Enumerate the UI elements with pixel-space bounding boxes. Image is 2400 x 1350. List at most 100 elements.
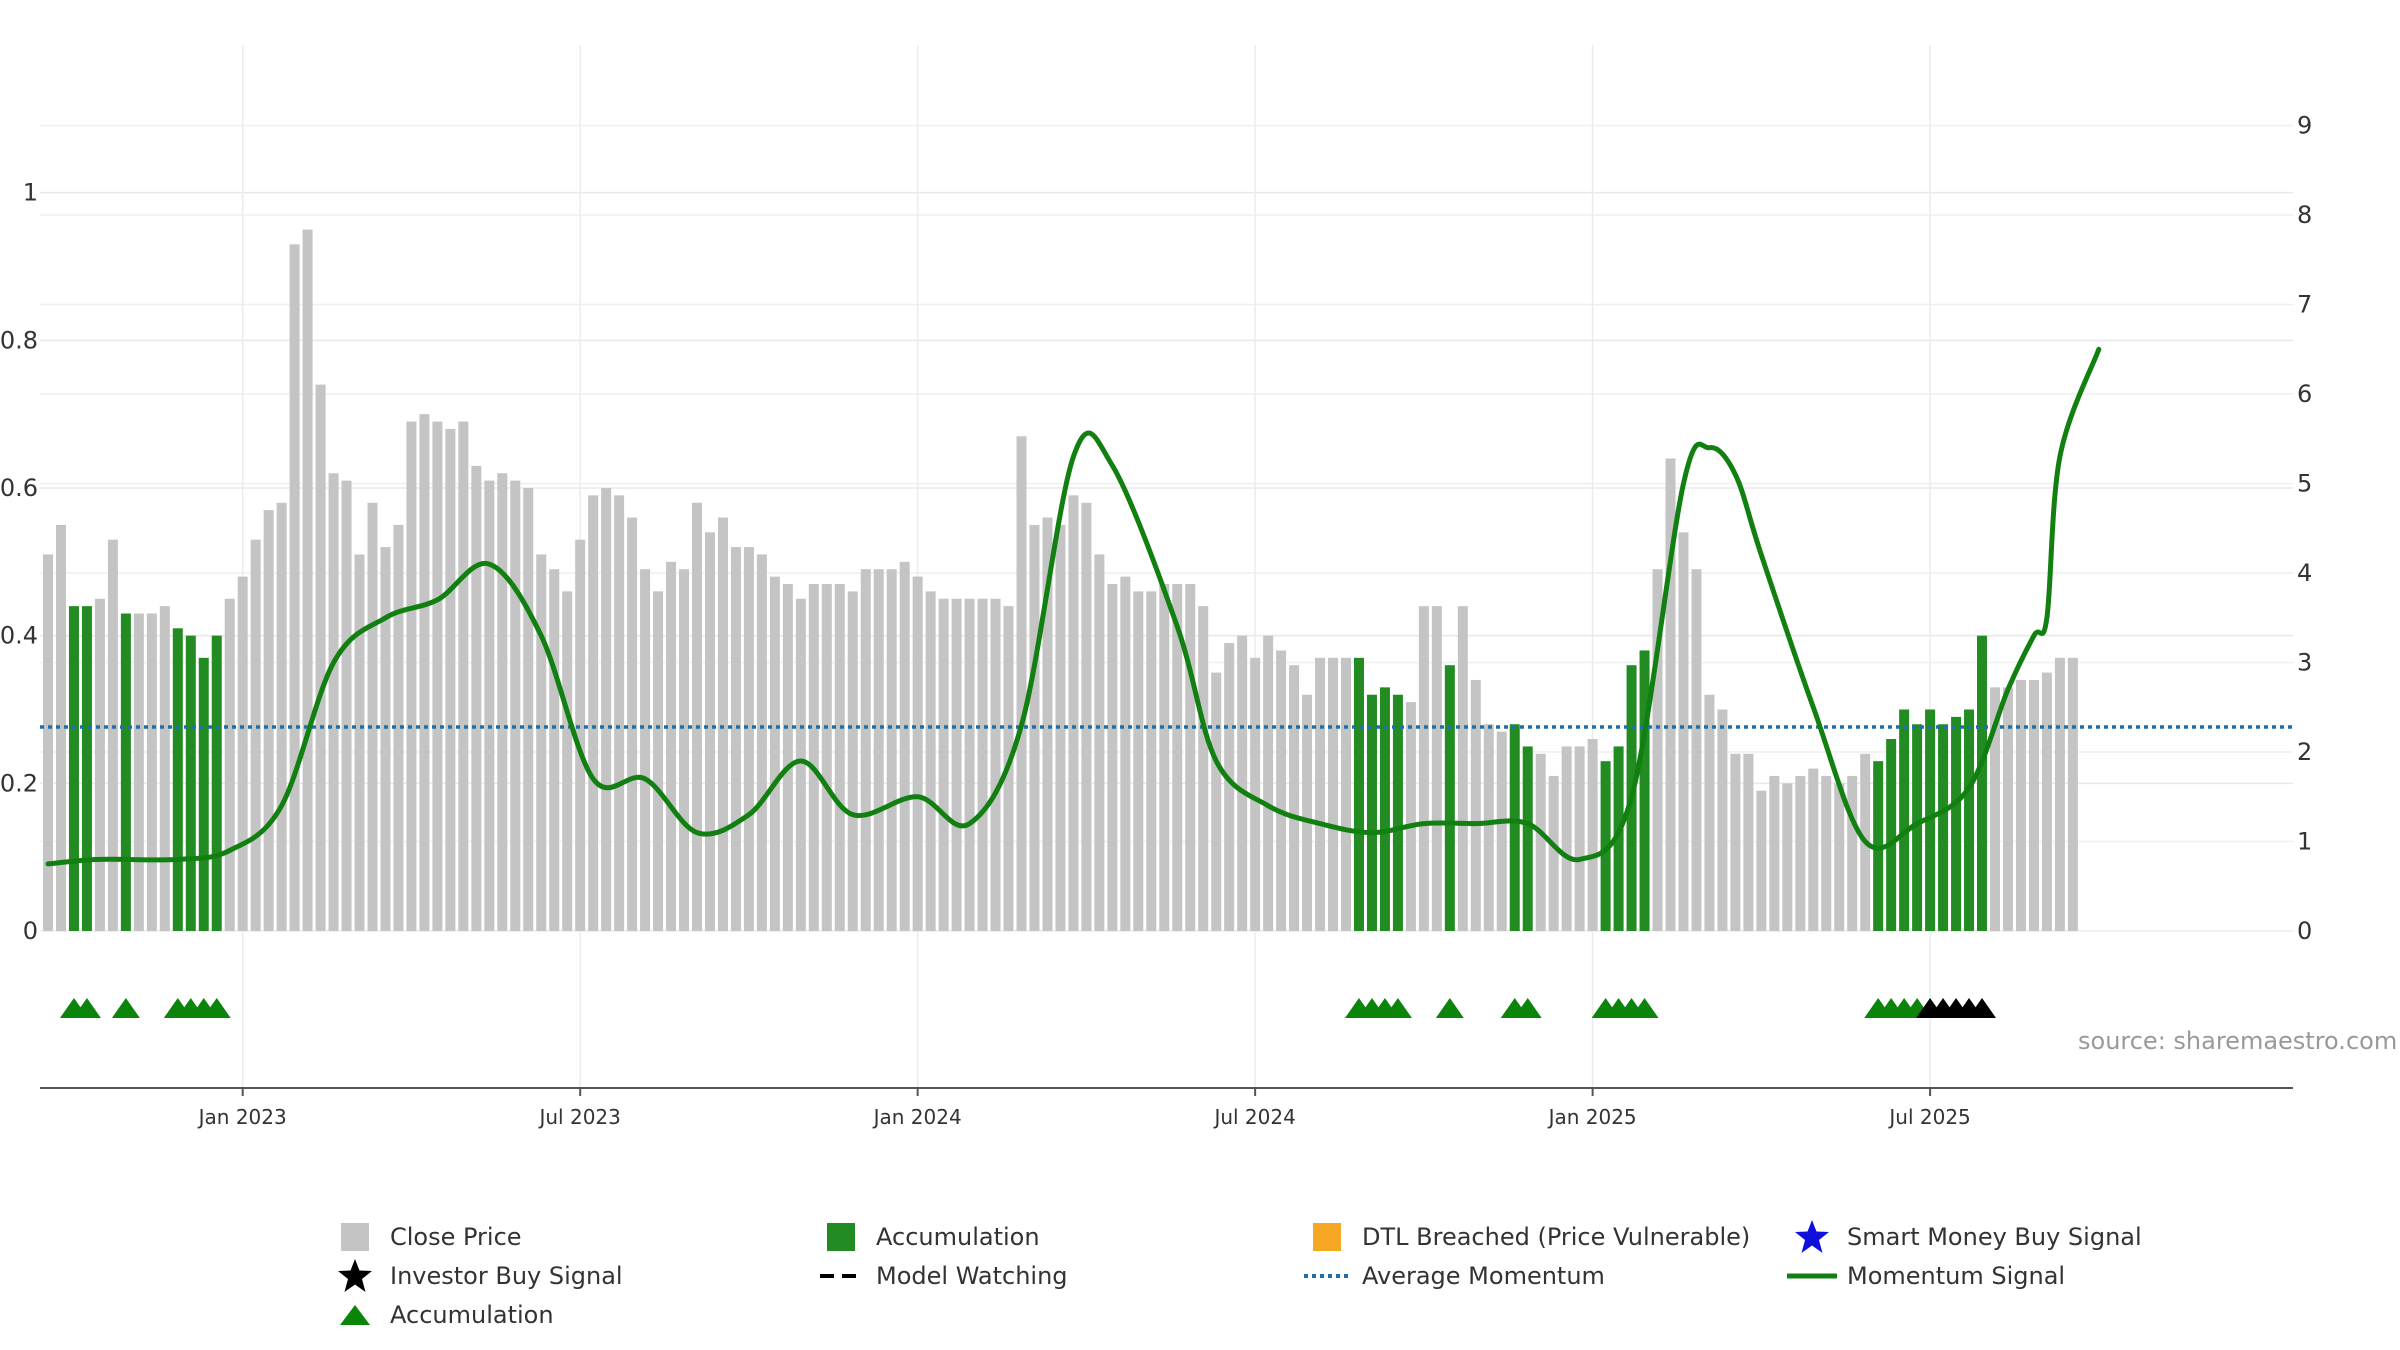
close-price-bar (1795, 775, 1806, 931)
close-price-bar (107, 539, 118, 931)
close-price-bar (94, 598, 105, 931)
close-price-bar (977, 598, 988, 931)
y-right-tick-label: 9 (2297, 112, 2312, 140)
accumulation-bar (1886, 739, 1897, 931)
close-price-bar (1717, 709, 1728, 931)
accumulation-bar (1964, 709, 1975, 931)
close-price-bar (847, 591, 858, 931)
close-price-bar (1068, 495, 1079, 931)
y-right-tick-label: 6 (2297, 380, 2312, 408)
close-price-bar (354, 554, 365, 931)
close-price-bar (536, 554, 547, 931)
close-price-bar (795, 598, 806, 931)
y-right-tick-label: 1 (2297, 828, 2312, 856)
y-right-tick-label: 3 (2297, 649, 2312, 677)
close-price-bar (341, 480, 352, 931)
close-price-bar (43, 554, 53, 931)
close-price-bar (445, 428, 456, 931)
close-price-bar (1756, 790, 1767, 931)
close-price-bar (1237, 635, 1248, 931)
close-price-bar (1743, 753, 1754, 931)
y-left-tick-label: 0.4 (0, 622, 38, 650)
accumulation-bar (1366, 694, 1377, 931)
close-price-bar (523, 488, 534, 931)
close-price-bar (614, 495, 625, 931)
close-price-bar (1133, 591, 1144, 931)
close-price-bar (367, 502, 378, 931)
close-price-bar (873, 569, 884, 931)
close-price-bar (549, 569, 560, 931)
close-price-bar (769, 576, 780, 931)
close-price-bar (510, 480, 521, 931)
y-left-tick-label: 0 (23, 917, 38, 945)
accumulation-bar (185, 635, 196, 931)
close-price-bar (860, 569, 871, 931)
close-price-bar (782, 583, 793, 931)
close-price-bar (1172, 583, 1183, 931)
close-price-bar (562, 591, 573, 931)
close-price-bar (1418, 606, 1429, 931)
x-tick-label: Jul 2023 (537, 1105, 620, 1129)
accumulation-bar (1522, 746, 1533, 931)
close-price-bar (1769, 775, 1780, 931)
close-price-bar (250, 539, 261, 931)
accumulation-marker (72, 998, 101, 1018)
close-price-bar (821, 583, 832, 931)
y-right-tick-label: 7 (2297, 291, 2312, 319)
close-price-bar (588, 495, 599, 931)
close-price-bar (2067, 657, 2078, 931)
close-price-bar (458, 421, 469, 931)
close-price-bar (1548, 775, 1559, 931)
accumulation-marker (1513, 998, 1542, 1018)
close-price-bar (1016, 436, 1027, 931)
close-price-bar (1263, 635, 1274, 931)
close-price-bar (1055, 524, 1066, 931)
x-tick-label: Jan 2024 (872, 1105, 962, 1129)
close-price-bar (925, 591, 936, 931)
x-tick-label: Jan 2025 (1547, 1105, 1637, 1129)
close-price-bar (328, 473, 339, 931)
accumulation-bar (1353, 657, 1364, 931)
close-price-bar (1730, 753, 1741, 931)
close-price-bar (666, 561, 677, 931)
y-right-tick-label: 4 (2297, 559, 2312, 587)
close-price-bars (43, 229, 2078, 932)
close-price-bar (692, 502, 702, 931)
close-price-bar (717, 517, 728, 931)
close-price-bar (756, 554, 767, 931)
close-price-bar (1120, 576, 1131, 931)
close-price-bar (1107, 583, 1118, 931)
close-price-bar (730, 547, 741, 931)
close-price-bar (159, 606, 170, 931)
close-price-bar (1081, 502, 1092, 931)
close-price-bar (406, 421, 417, 931)
accumulation-bar (1977, 635, 1988, 931)
close-price-bar (55, 524, 66, 931)
close-price-bar (951, 598, 962, 931)
accumulation-marker (202, 998, 231, 1018)
close-price-bar (1185, 583, 1196, 931)
close-price-bar (743, 547, 754, 931)
accumulation-bar (1600, 761, 1611, 931)
accumulation-bar (198, 657, 209, 931)
close-price-bar (380, 547, 391, 931)
axes: 0 0.2 0.4 0.6 0.8 1 0 1 2 3 4 5 6 7 8 9 Jan 2023 Jul 2023… (0, 112, 2312, 1129)
close-price-bar (497, 473, 508, 931)
close-price-bar (899, 561, 910, 931)
close-price-bar (1574, 746, 1585, 931)
accumulation-bar (1912, 724, 1923, 931)
close-price-bar (964, 598, 975, 931)
close-price-bar (393, 524, 404, 931)
close-price-bar (2041, 672, 2052, 931)
close-price-bar (1146, 591, 1157, 931)
close-price-bar (808, 583, 819, 931)
close-price-bar (1457, 606, 1468, 931)
accumulation-bar (211, 635, 222, 931)
accumulation-bar (1951, 716, 1962, 931)
close-price-bar (653, 591, 664, 931)
y-right-tick-label: 2 (2297, 738, 2312, 766)
close-price-bar (1587, 739, 1598, 931)
accumulation-bar (1639, 650, 1650, 931)
close-price-bar (484, 480, 495, 931)
source-credit: source: sharemaestro.com (2078, 1027, 2398, 1055)
